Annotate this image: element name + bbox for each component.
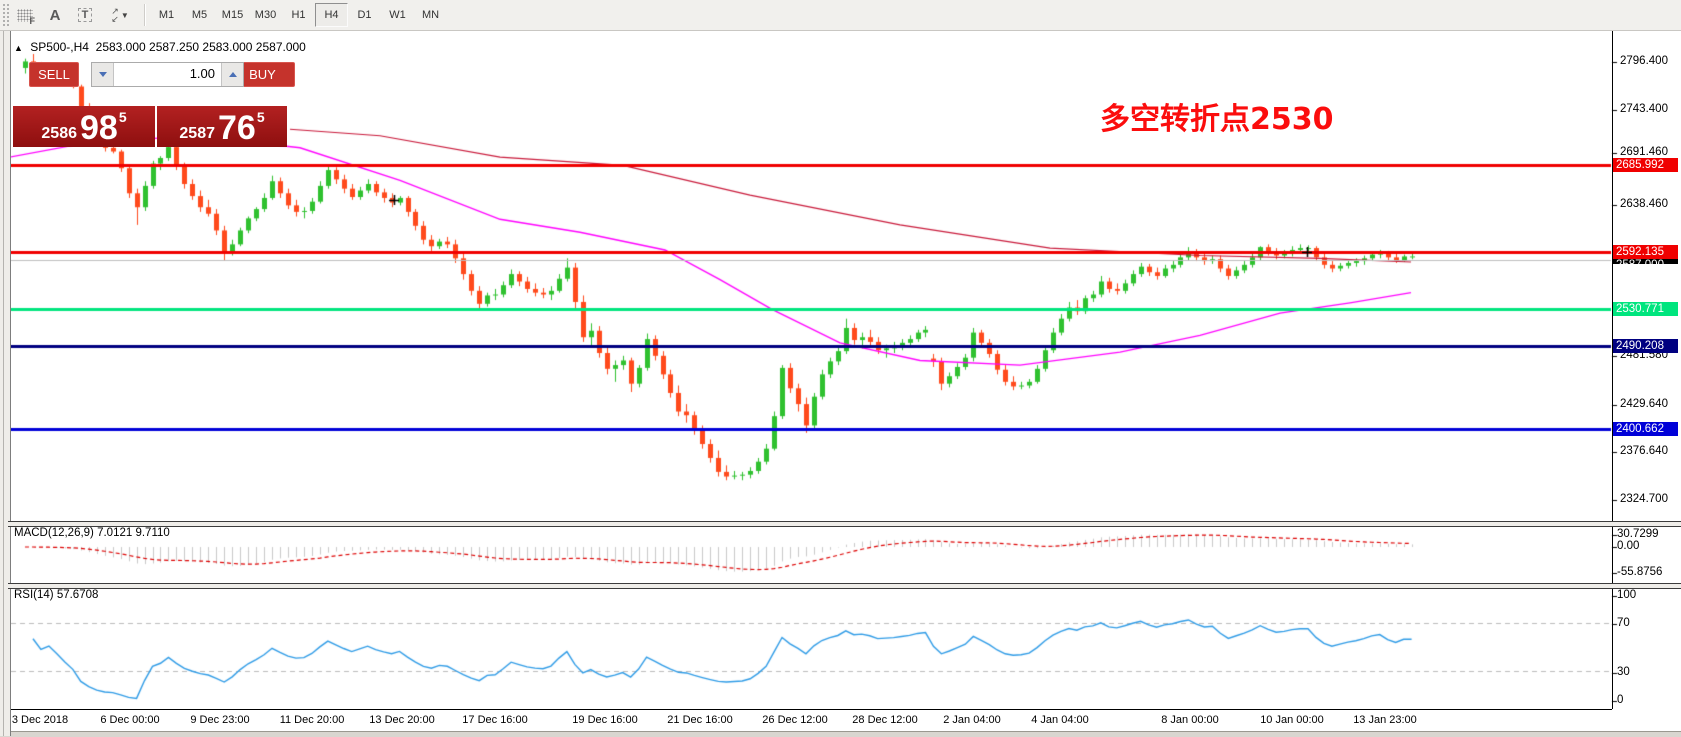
time-axis-bar xyxy=(0,710,1681,731)
rsi-axis-0: 0 xyxy=(1617,694,1624,706)
toolbar: F A T ↗ ↙ ▼ M1 M5 M15 M30 H1 H4 D1 W1 MN xyxy=(0,0,1681,31)
time-label: 4 Jan 04:00 xyxy=(1031,714,1089,726)
rsi-axis-100: 100 xyxy=(1617,589,1637,601)
price-tick-2376.640: 2376.640 xyxy=(1620,445,1668,457)
chart-title: ▲ SP500-,H4 2583.000 2587.250 2583.000 2… xyxy=(14,40,306,54)
dropdown-caret-icon: ▼ xyxy=(120,10,129,20)
arrow-tool-button[interactable]: A xyxy=(40,3,70,27)
buy-price-small: 2587 xyxy=(179,125,215,142)
timeframe-button-m30[interactable]: M30 xyxy=(254,9,277,21)
chart-annotation-text: 多空转折点2530 xyxy=(1100,102,1334,137)
timeframe-button-h4[interactable]: H4 xyxy=(315,3,348,27)
sell-price-sup: 5 xyxy=(118,109,127,125)
timeframe-button-d1[interactable]: D1 xyxy=(357,9,372,21)
time-label: 10 Jan 00:00 xyxy=(1260,714,1324,726)
timeframe-button-m15[interactable]: M15 xyxy=(221,9,244,21)
time-label: 8 Jan 00:00 xyxy=(1161,714,1219,726)
time-label: 2 Jan 04:00 xyxy=(943,714,1001,726)
bid-price-tag: 2587.000 xyxy=(1613,258,1678,264)
time-label: 13 Jan 23:00 xyxy=(1353,714,1417,726)
level-tag-2490.208: 2490.208 xyxy=(1613,339,1678,353)
ohlc-values-label: 2583.000 2587.250 2583.000 2587.000 xyxy=(95,40,306,54)
volume-value[interactable]: 1.00 xyxy=(189,66,215,81)
letter-t-icon: T xyxy=(77,8,93,22)
price-tick-2638.460: 2638.460 xyxy=(1620,198,1668,210)
time-label: 19 Dec 16:00 xyxy=(572,714,638,726)
down-arrow-icon xyxy=(98,72,107,77)
timeframe-button-m5[interactable]: M5 xyxy=(191,9,208,21)
volume-spinner: 1.00 xyxy=(91,62,244,87)
timeframe-button-m1[interactable]: M1 xyxy=(158,9,175,21)
level-tag-2685.992: 2685.992 xyxy=(1613,158,1678,172)
buy-price-sup: 5 xyxy=(256,109,265,125)
level-tag-2530.771: 2530.771 xyxy=(1613,302,1678,316)
time-label: 28 Dec 12:00 xyxy=(852,714,918,726)
time-label: 17 Dec 16:00 xyxy=(462,714,528,726)
rsi-pane-title: RSI(14) 57.6708 xyxy=(14,589,99,601)
timeframe-group: M1 M5 M15 M30 H1 H4 D1 W1 MN xyxy=(150,3,447,27)
grid-f-icon: F xyxy=(17,8,35,26)
time-label: 26 Dec 12:00 xyxy=(762,714,828,726)
sell-price-box[interactable]: 2586 98 5 xyxy=(13,106,155,147)
time-label: 3 Dec 2018 xyxy=(11,714,69,726)
level-tag-2592.135: 2592.135 xyxy=(1613,245,1678,259)
macd-axis-30.7299: 30.7299 xyxy=(1617,528,1659,540)
timeframe-button-h1[interactable]: H1 xyxy=(291,9,306,21)
macd-pane-title: MACD(12,26,9) 7.0121 9.7110 xyxy=(14,527,170,539)
macd-splitter[interactable] xyxy=(8,521,1681,527)
price-tick-2324.700: 2324.700 xyxy=(1620,493,1668,505)
time-label: 13 Dec 20:00 xyxy=(369,714,435,726)
price-tick-2796.400: 2796.400 xyxy=(1620,55,1668,67)
macd-axis-0.00: 0.00 xyxy=(1617,540,1640,552)
sell-price-big: 98 xyxy=(79,109,118,147)
rsi-axis-70: 70 xyxy=(1617,617,1630,629)
toolbar-grip[interactable] xyxy=(2,3,10,27)
plot-bottom-border xyxy=(10,709,1612,710)
volume-increase-button[interactable] xyxy=(221,63,243,86)
level-tag-2400.662: 2400.662 xyxy=(1613,422,1678,436)
timeframe-button-mn[interactable]: MN xyxy=(421,9,440,21)
time-label: 21 Dec 16:00 xyxy=(667,714,733,726)
text-label-tool-button[interactable]: T xyxy=(70,3,100,27)
price-tick-2429.640: 2429.640 xyxy=(1620,398,1668,410)
rsi-axis-30: 30 xyxy=(1617,666,1630,678)
window-bottom-edge xyxy=(0,731,1681,737)
sell-button[interactable]: SELL xyxy=(29,62,79,87)
toolbar-separator xyxy=(144,4,146,26)
symbol-period-label: SP500-,H4 xyxy=(30,40,89,54)
buy-price-big: 76 xyxy=(217,109,256,147)
price-tick-2743.400: 2743.400 xyxy=(1620,103,1668,115)
window-left-edge xyxy=(0,30,11,736)
rsi-splitter[interactable] xyxy=(8,583,1681,589)
buy-price-box[interactable]: 2587 76 5 xyxy=(157,106,287,147)
time-label: 6 Dec 00:00 xyxy=(100,714,160,726)
up-arrow-icon xyxy=(228,72,237,77)
macd-axis--55.8756: -55.8756 xyxy=(1617,566,1663,578)
volume-decrease-button[interactable] xyxy=(92,63,114,86)
collapse-triangle-icon[interactable]: ▲ xyxy=(14,43,23,53)
shapes-tool-button[interactable]: ↗ ↙ ▼ xyxy=(100,3,140,27)
timeframe-button-w1[interactable]: W1 xyxy=(389,9,406,21)
price-tick-2691.460: 2691.460 xyxy=(1620,146,1668,158)
crosshair-grid-icon[interactable]: F xyxy=(10,3,40,27)
time-label: 11 Dec 20:00 xyxy=(279,714,345,726)
sell-price-small: 2586 xyxy=(41,125,77,142)
diagonal-arrows-icon: ↗ ↙ xyxy=(111,6,119,24)
time-label: 9 Dec 23:00 xyxy=(190,714,250,726)
letter-a-icon: A xyxy=(49,6,61,24)
plot-right-border xyxy=(1612,30,1613,709)
